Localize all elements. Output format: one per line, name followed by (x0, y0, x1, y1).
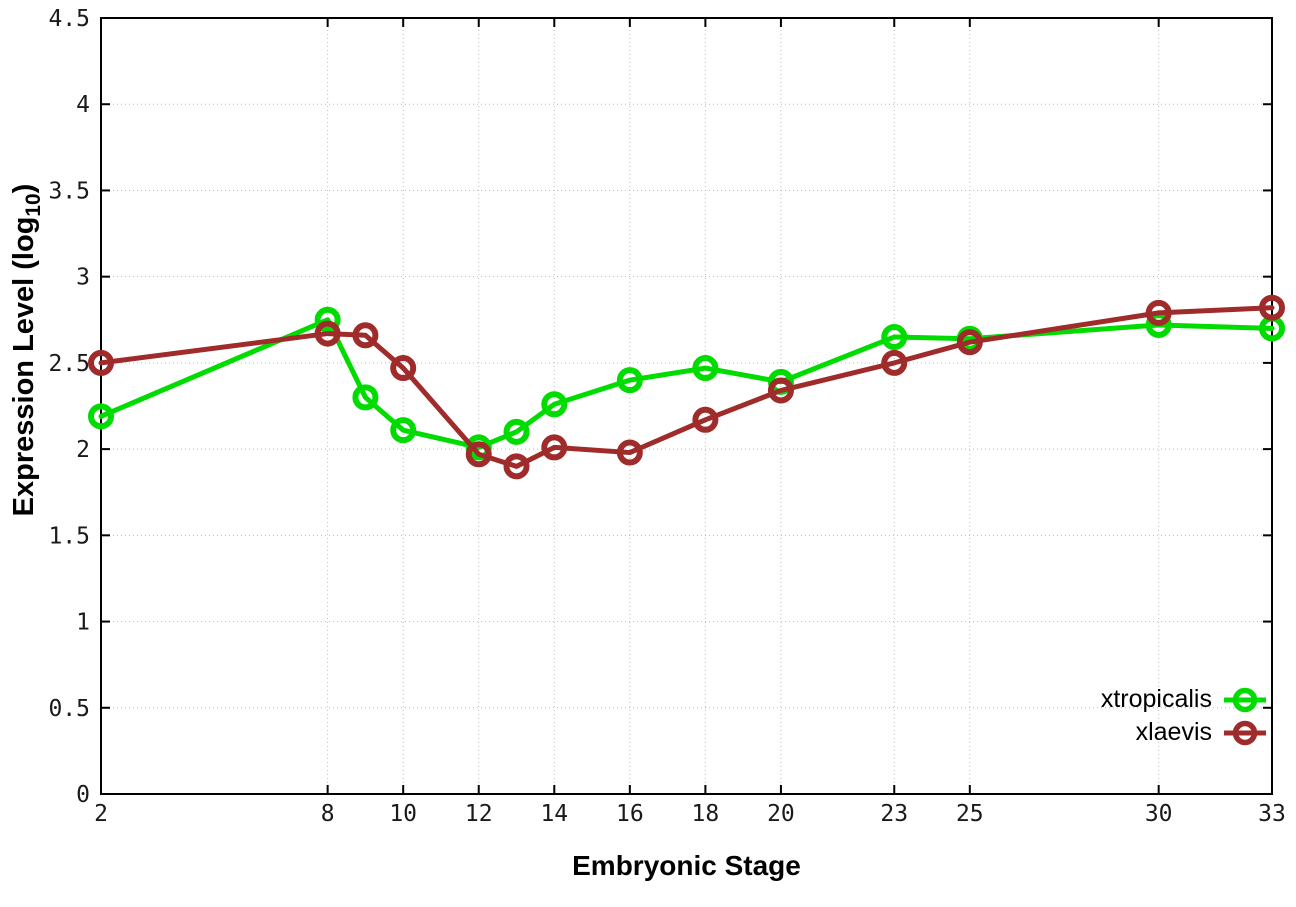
line-circle-marker-icon (1224, 720, 1266, 745)
data-point-xtropicalis-stage-13 (503, 418, 530, 445)
data-point-xlaevis-stage-20 (767, 377, 794, 404)
data-point-xlaevis-stage-8 (314, 320, 341, 347)
plot-frame (100, 17, 1273, 795)
y-tick-label: 2.5 (48, 351, 90, 377)
x-tick-label: 16 (616, 801, 644, 827)
x-tick-label: 20 (767, 801, 795, 827)
data-point-xtropicalis-stage-16 (616, 367, 643, 394)
data-point-xtropicalis-stage-10 (390, 417, 417, 444)
x-tick-label: 33 (1258, 801, 1286, 827)
data-point-xlaevis-stage-30 (1145, 299, 1172, 326)
data-point-xlaevis-stage-13 (503, 453, 530, 480)
data-point-xtropicalis-stage-9 (352, 384, 379, 411)
legend-label: xtropicalis (1100, 685, 1212, 713)
y-tick-label: 3.5 (48, 178, 90, 204)
data-point-xlaevis-stage-33 (1259, 294, 1285, 321)
x-tick-label: 25 (956, 801, 984, 827)
x-tick-label: 8 (321, 801, 335, 827)
data-point-xtropicalis-stage-23 (881, 324, 908, 351)
y-tick-label: 0.5 (48, 696, 90, 722)
y-tick-label: 1 (76, 610, 90, 636)
data-point-xlaevis-stage-10 (390, 355, 417, 382)
data-point-xlaevis-stage-14 (541, 434, 568, 461)
data-point-xlaevis-stage-25 (956, 329, 983, 356)
x-tick-label: 18 (692, 801, 720, 827)
x-tick-label: 12 (465, 801, 493, 827)
data-point-xlaevis-stage-16 (616, 439, 643, 466)
data-point-xtropicalis-stage-14 (541, 391, 568, 418)
y-tick-label: 3 (76, 265, 90, 291)
data-point-xlaevis-stage-18 (692, 406, 719, 433)
data-point-xlaevis-stage-9 (352, 322, 379, 349)
x-tick-label: 2 (94, 801, 108, 827)
x-tick-label: 23 (880, 801, 908, 827)
y-tick-label: 2 (76, 437, 90, 463)
y-tick-label: 1.5 (48, 523, 90, 549)
legend-label: xlaevis (1135, 718, 1212, 746)
data-point-xtropicalis-stage-8 (314, 306, 341, 333)
data-point-xlaevis-stage-12 (465, 441, 492, 468)
y-tick-label: 4 (76, 92, 90, 118)
legend: xtropicalis xlaevis (1101, 684, 1268, 748)
x-tick-label: 10 (389, 801, 417, 827)
y-axis-title-subscript: 10 (21, 193, 45, 217)
line-circle-marker-icon (1224, 687, 1266, 712)
legend-entry-xlaevis: xlaevis (1101, 717, 1268, 748)
x-tick-label: 14 (540, 801, 568, 827)
y-tick-label: 0 (76, 782, 90, 808)
x-tick-label: 30 (1145, 801, 1173, 827)
legend-entry-xtropicalis: xtropicalis (1101, 684, 1268, 715)
y-axis-title-main: Expression Level (log (8, 216, 41, 517)
data-point-xlaevis-stage-23 (881, 349, 908, 376)
y-axis-title: Expression Level (log10) (8, 184, 46, 517)
x-axis-title: Embryonic Stage (572, 850, 801, 881)
data-point-xtropicalis-stage-18 (692, 355, 719, 382)
y-axis-title-close: ) (8, 183, 41, 194)
data-point-xtropicalis-stage-2 (88, 403, 114, 430)
y-tick-label: 4.5 (48, 6, 90, 32)
data-point-xlaevis-stage-2 (88, 349, 114, 376)
